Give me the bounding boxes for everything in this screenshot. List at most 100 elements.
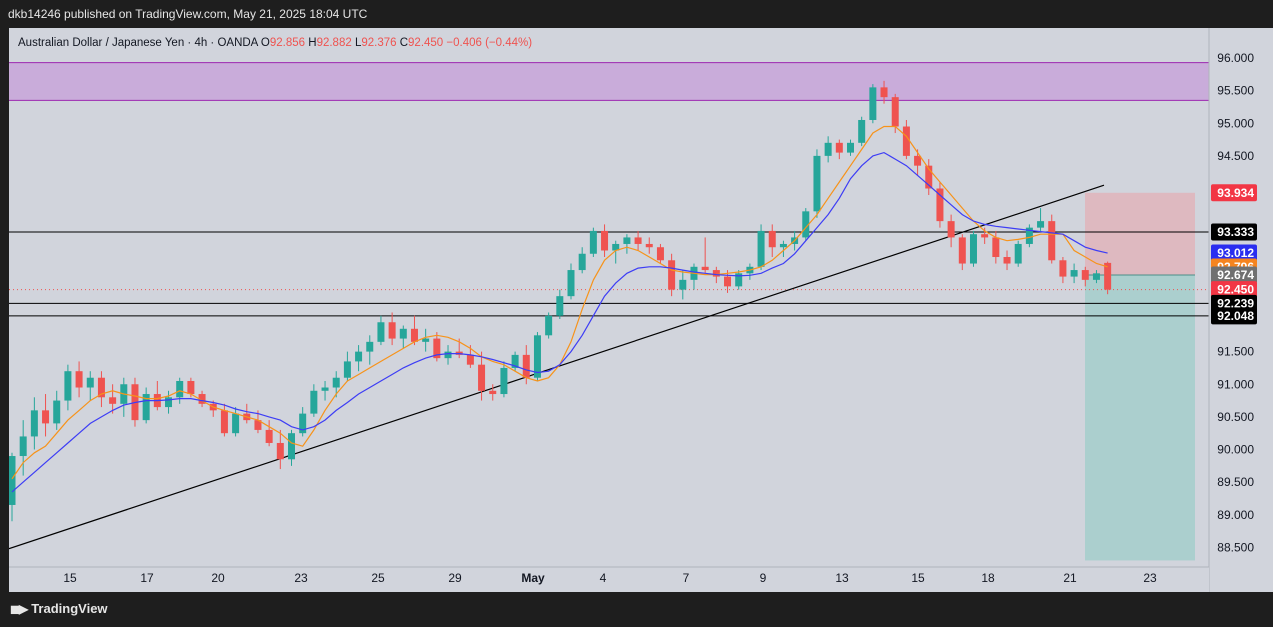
candle-body (645, 243, 653, 248)
price-label-text: 93.012 (1217, 246, 1254, 260)
candle-body (64, 371, 72, 401)
candle-body (142, 394, 150, 421)
candle-body (589, 230, 597, 254)
candle-body (377, 322, 385, 342)
candle-body (422, 338, 430, 342)
price-label-box (1211, 307, 1257, 325)
tradingview-logo[interactable]: ◼▶ TradingView (10, 601, 108, 616)
x-tick-label: 15 (911, 571, 925, 585)
candle-body (433, 338, 441, 359)
x-tick-label: 17 (140, 571, 154, 585)
candle-body (612, 243, 620, 251)
y-tick-label: 91.000 (1217, 377, 1254, 391)
candle-body (601, 230, 609, 251)
candle-body (880, 87, 888, 98)
candle-body (824, 142, 832, 156)
candle-body (623, 237, 631, 244)
stop-loss-zone (1085, 192, 1195, 276)
time-axis (9, 567, 1209, 592)
price-label-text: 92.048 (1217, 309, 1254, 323)
price-label-box (1211, 184, 1257, 202)
candle-body (1037, 221, 1045, 228)
price-label-text: 92.674 (1217, 268, 1254, 282)
x-tick-label: 23 (294, 571, 308, 585)
candle-body (489, 390, 497, 395)
candle-body (981, 234, 989, 238)
candle-body (176, 380, 184, 398)
candle-body (1081, 270, 1089, 280)
candle-body (757, 230, 765, 267)
candle-body (97, 377, 105, 398)
candle-body (1014, 243, 1022, 264)
candle-body (310, 390, 318, 414)
legend-low-value: 92.376 (361, 37, 399, 49)
candle-body (1048, 221, 1056, 261)
candle-body (701, 266, 709, 271)
candle-body (410, 328, 418, 342)
candle-body (478, 364, 486, 391)
x-tick-label: 7 (683, 571, 690, 585)
x-tick-label: 20 (211, 571, 225, 585)
candle-body (735, 273, 743, 287)
candle-body (1025, 227, 1033, 244)
candle-body (1003, 257, 1011, 264)
candle-body (802, 211, 810, 238)
take-profit-zone (1085, 275, 1195, 561)
resistance-zone (9, 62, 1209, 101)
y-tick-label: 91.500 (1217, 345, 1254, 359)
candle-body (109, 397, 117, 404)
plot-layer (9, 62, 1209, 561)
candle-body (925, 165, 933, 189)
legend-symbol: Australian Dollar / Japanese Yen · 4h · … (18, 37, 261, 49)
candle-body (712, 270, 720, 277)
y-tick-label: 89.500 (1217, 475, 1254, 489)
candle-body (299, 413, 307, 434)
price-label-box (1211, 281, 1257, 299)
price-label-box (1211, 266, 1257, 284)
x-tick-label: 13 (835, 571, 849, 585)
candle-body (75, 371, 83, 388)
x-tick-label: 29 (448, 571, 462, 585)
candle-body (86, 377, 94, 388)
candle-body (724, 276, 732, 287)
candle-body (1070, 270, 1078, 277)
candle-body (332, 377, 340, 388)
candle-body (679, 279, 687, 290)
y-tick-label: 95.500 (1217, 84, 1254, 98)
legend-open-label: O (261, 37, 270, 49)
candle-body (19, 436, 27, 457)
candle-body (187, 380, 195, 395)
legend-close-label: C (400, 37, 408, 49)
publisher-bar: dkb14246 published on TradingView.com, M… (0, 0, 1273, 28)
candle-body (545, 315, 553, 336)
legend-open-value: 92.856 (270, 37, 308, 49)
candle-body (656, 247, 664, 261)
candle-body (53, 400, 61, 424)
candle-body (343, 361, 351, 378)
candle-body (366, 341, 374, 352)
y-tick-label: 90.500 (1217, 410, 1254, 424)
legend-low-label: L (355, 37, 362, 49)
x-tick-label: 4 (600, 571, 607, 585)
candle-body (321, 387, 329, 391)
candle-body (556, 296, 564, 316)
candle-body (198, 394, 206, 404)
candle-body (835, 142, 843, 153)
candle-body (1092, 273, 1100, 280)
chart-area[interactable] (9, 28, 1209, 592)
price-label-text: 92.450 (1217, 283, 1254, 297)
y-tick-label: 95.000 (1217, 116, 1254, 130)
candle-body (42, 410, 50, 424)
candle-body (232, 413, 240, 434)
candle-body (500, 367, 508, 395)
candle-body (288, 433, 295, 460)
candle-body (891, 97, 899, 127)
candle-body (779, 243, 787, 248)
candle-body (858, 119, 866, 143)
candle-body (1104, 262, 1112, 290)
candle-body (1059, 260, 1067, 277)
price-label-box (1211, 223, 1257, 241)
y-tick-label: 94.500 (1217, 149, 1254, 163)
publisher-text: dkb14246 published on TradingView.com, M… (8, 7, 368, 21)
